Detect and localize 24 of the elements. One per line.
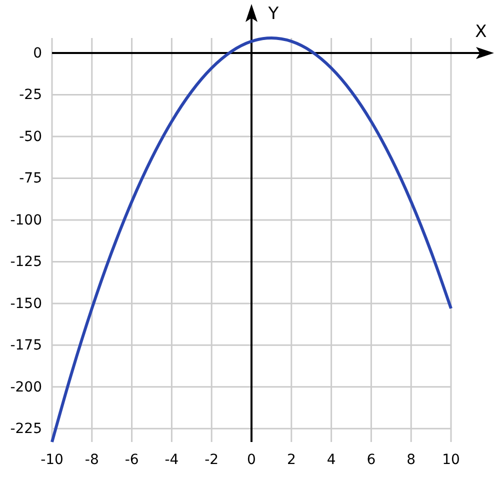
y-axis-title: Y: [267, 4, 280, 24]
y-tick-label: -25: [19, 87, 42, 104]
y-tick-label: -75: [19, 170, 42, 187]
x-tick-label: 2: [286, 452, 296, 468]
y-tick-label: -200: [10, 379, 42, 396]
x-tick-label: 4: [326, 452, 336, 468]
x-tick-label: -10: [40, 452, 64, 468]
y-tick-label: -225: [10, 421, 42, 438]
x-tick-label: -6: [124, 452, 139, 468]
y-tick-label: -50: [19, 128, 42, 145]
x-tick-label: 8: [406, 452, 416, 468]
x-tick-label: -2: [204, 452, 219, 468]
y-tick-label: -125: [10, 254, 42, 270]
line-series: [50, 36, 452, 444]
y-tick-label: -150: [10, 296, 42, 312]
x-tick-label: 0: [247, 452, 256, 468]
y-tick-label: -100: [10, 212, 42, 228]
y-tick-label: -175: [10, 338, 42, 354]
x-axis-title: X: [475, 22, 488, 42]
x-tick-label: 6: [366, 452, 376, 468]
x-tick-label: -4: [164, 452, 179, 468]
x-tick-label: 10: [442, 452, 460, 468]
x-tick-label: -8: [84, 452, 99, 468]
y-tick-label: 0: [33, 46, 42, 62]
